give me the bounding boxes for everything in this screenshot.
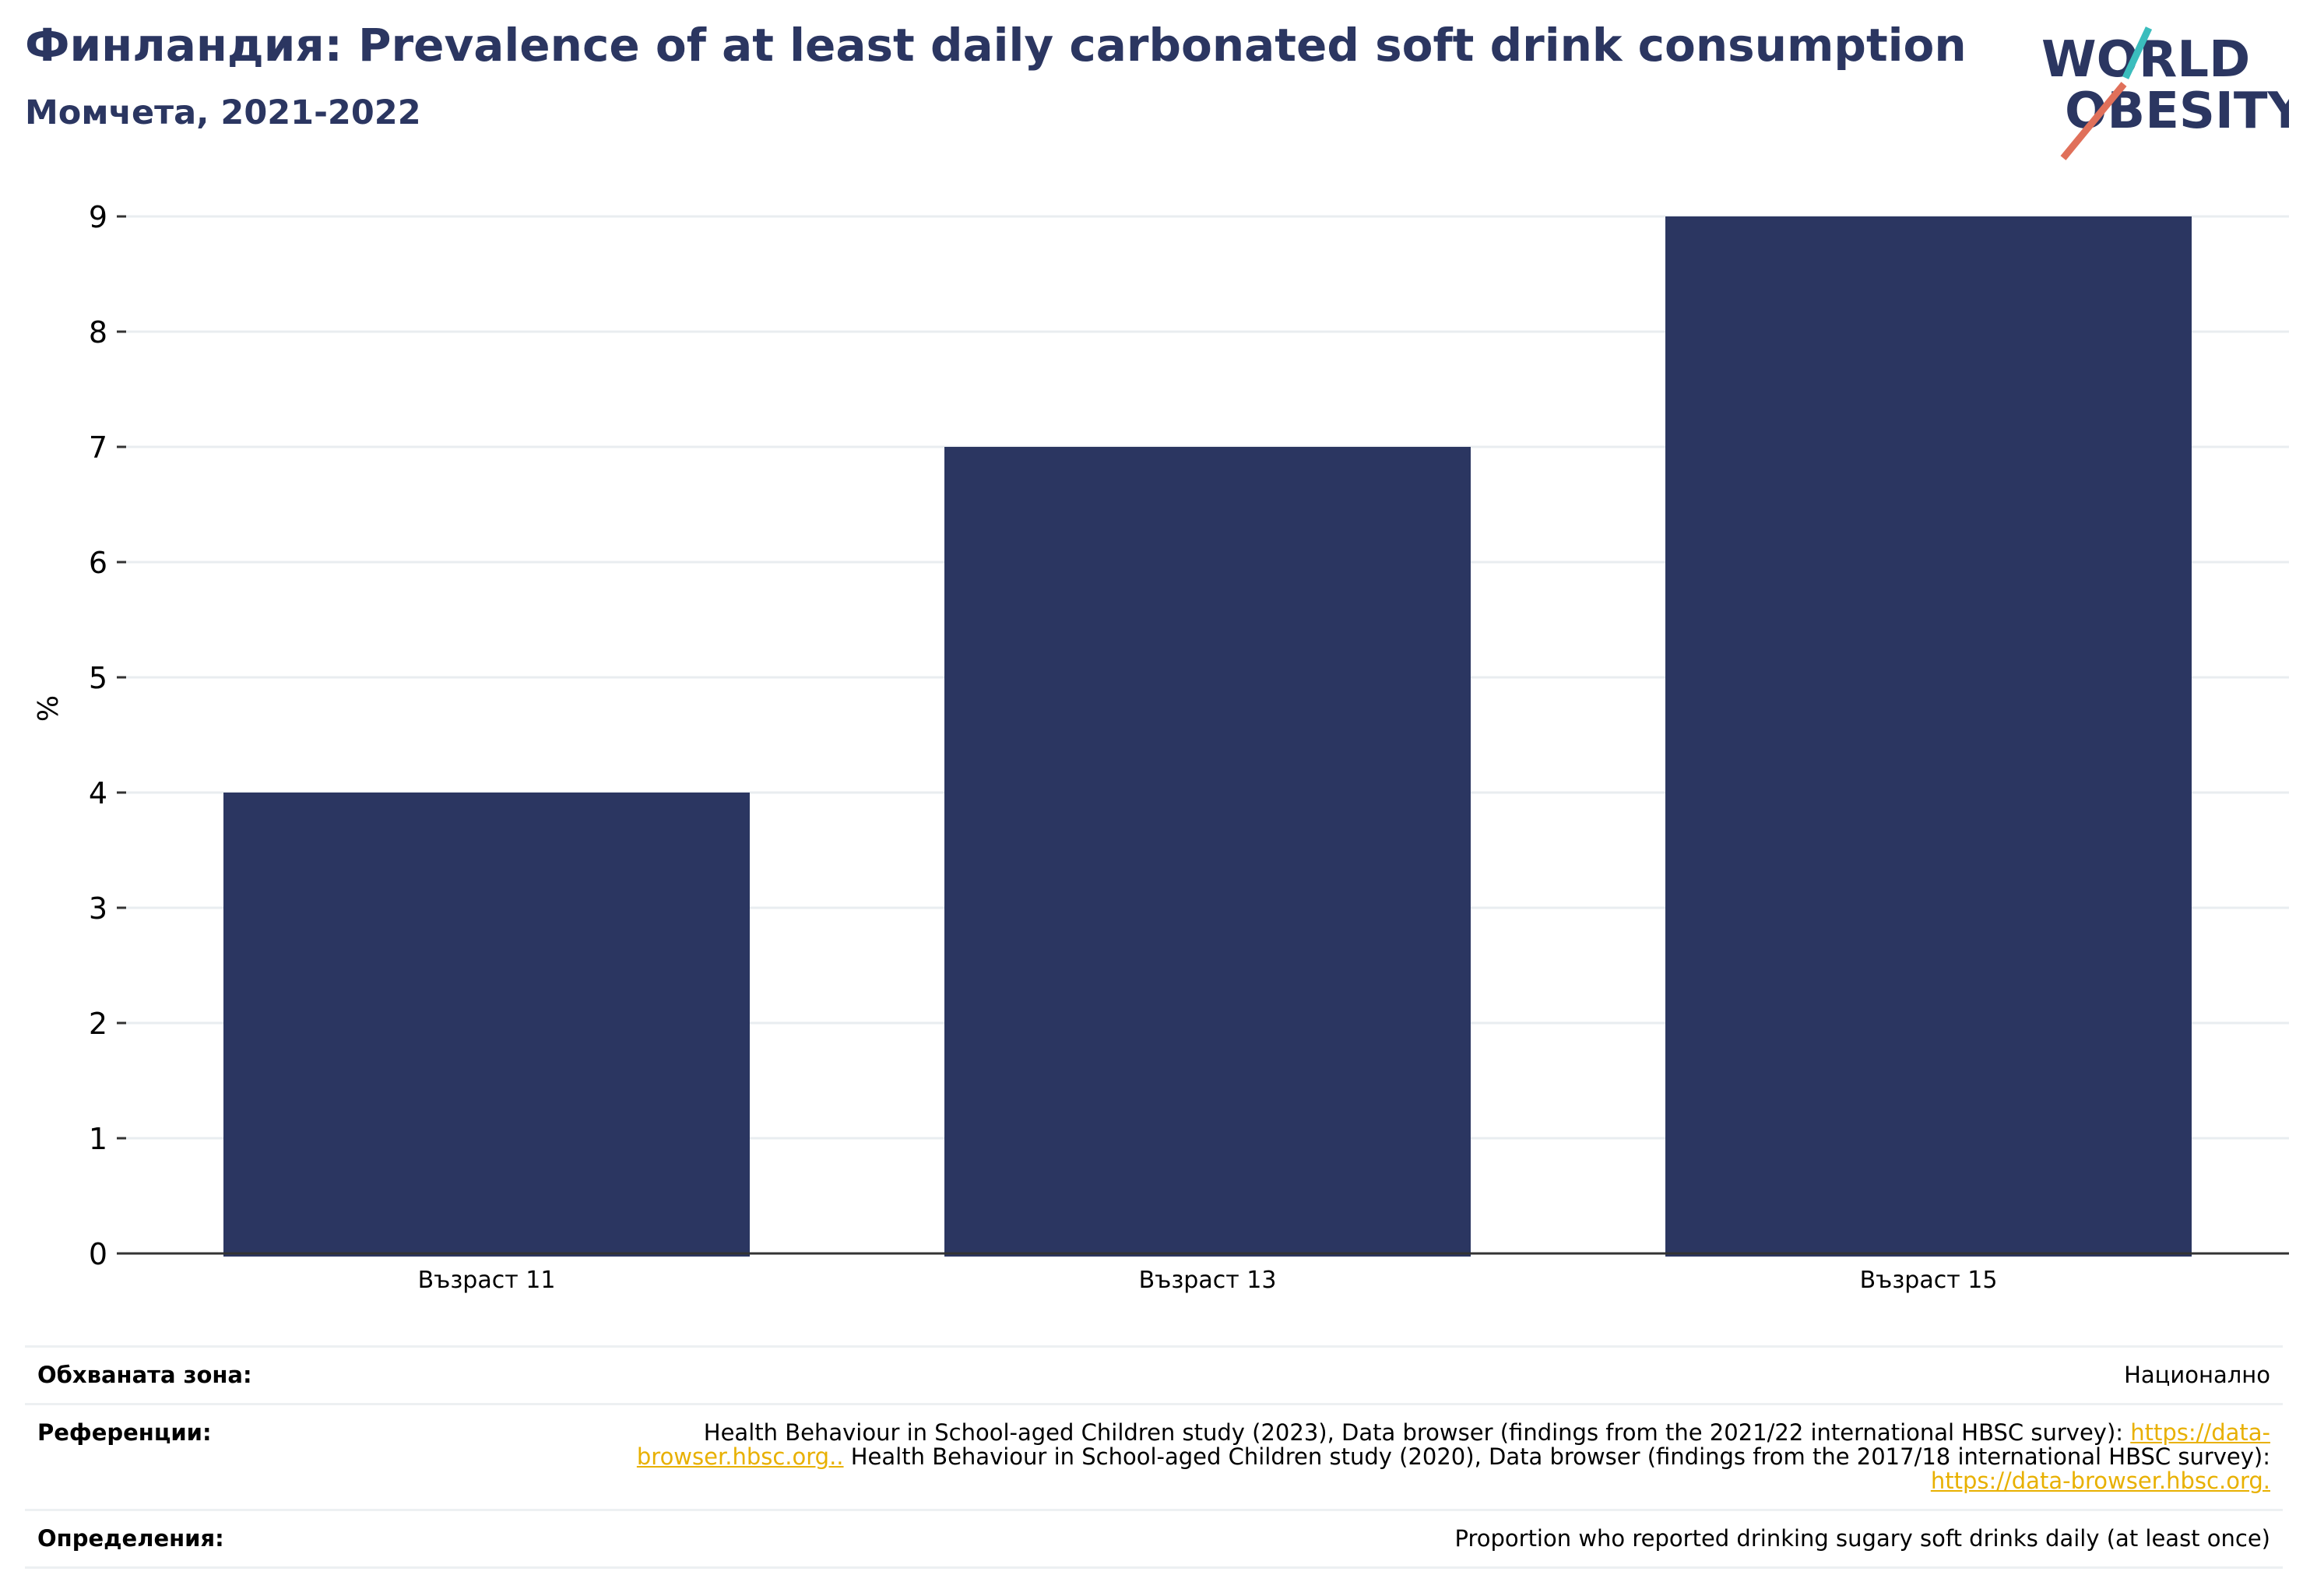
y-tick-label-3: 3 [89, 891, 107, 926]
reference-link-1[interactable]: https://data-browser.hbsc.org.. [636, 1419, 2270, 1470]
references-value: Health Behaviour in School-aged Children… [536, 1421, 2270, 1493]
y-tick-label-1: 1 [89, 1122, 107, 1156]
definitions-value: Proportion who reported drinking sugary … [1454, 1525, 2270, 1552]
x-tick-label-1: Възраст 11 [418, 1267, 556, 1294]
chart-title: Финландия: Prevalence of at least daily … [25, 19, 1967, 72]
x-axis-ticks: Възраст 11 Възраст 13 Възраст 15 [418, 1267, 1998, 1294]
references-row: Референции: Health Behaviour in School-a… [25, 1403, 2283, 1509]
reference-link-2[interactable]: https://data-browser.hbsc.org. [1930, 1468, 2270, 1494]
bar-2 [944, 447, 1471, 1257]
y-axis-label: % [33, 695, 65, 722]
reference-text-2: Health Behaviour in School-aged Children… [843, 1443, 2270, 1470]
definitions-label: Определения: [37, 1525, 224, 1552]
y-tick-label-2: 2 [89, 1007, 107, 1041]
y-tick-label-0: 0 [89, 1237, 107, 1271]
references-label: Референции: [37, 1419, 212, 1446]
coverage-row: Обхваната зона: Национално [25, 1345, 2283, 1403]
y-tick-label-6: 6 [89, 546, 107, 580]
bar-1 [223, 793, 750, 1257]
x-tick-label-2: Възраст 13 [1139, 1267, 1277, 1294]
y-axis-ticks: 0 1 2 3 4 5 6 7 8 9 [89, 200, 126, 1271]
y-tick-label-9: 9 [89, 200, 107, 234]
logo-slash-teal [2122, 26, 2153, 79]
coverage-value: Национално [2124, 1362, 2270, 1388]
world-obesity-logo: WORLD OBESITY [2041, 26, 2289, 160]
chart-subtitle: Момчета, 2021-2022 [25, 93, 421, 132]
bar-3 [1665, 216, 2192, 1257]
y-tick-label-4: 4 [89, 776, 107, 810]
logo-slash-coral [2060, 82, 2127, 160]
x-tick-label-3: Възраст 15 [1860, 1267, 1998, 1294]
info-table: Обхваната зона: Национално Референции: H… [25, 1345, 2283, 1569]
y-tick-label-8: 8 [89, 315, 107, 350]
y-tick-label-7: 7 [89, 431, 107, 465]
bars [223, 216, 2192, 1257]
y-tick-label-5: 5 [89, 661, 107, 695]
reference-text-1: Health Behaviour in School-aged Children… [703, 1419, 2131, 1446]
definitions-row: Определения: Proportion who reported dri… [25, 1509, 2283, 1569]
coverage-label: Обхваната зона: [37, 1362, 252, 1388]
